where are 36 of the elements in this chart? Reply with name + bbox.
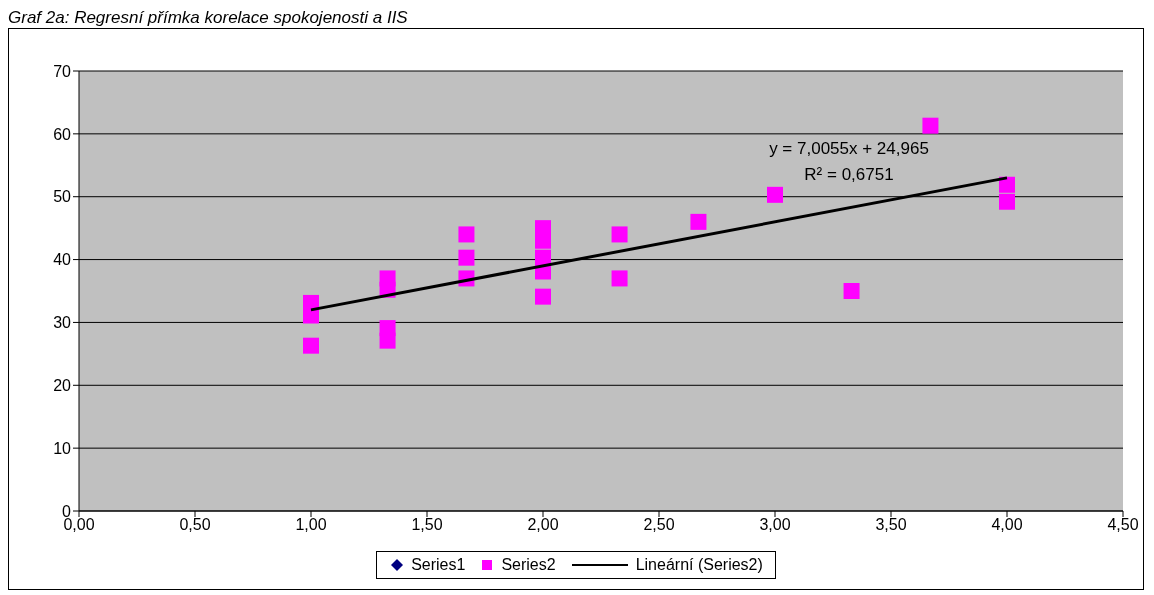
y-tick-label: 20 bbox=[53, 376, 72, 394]
x-tick-label: 0,50 bbox=[179, 516, 211, 534]
legend-label: Lineární (Series2) bbox=[635, 556, 763, 574]
x-tick-label: 4,00 bbox=[991, 516, 1023, 534]
y-tick-label: 50 bbox=[53, 188, 72, 206]
annotation: R² = 0,6751 bbox=[803, 165, 895, 185]
annotation: y = 7,0055x + 24,965 bbox=[768, 139, 930, 159]
legend-label: Series2 bbox=[501, 556, 556, 574]
point bbox=[690, 213, 707, 230]
x-tick-label: 3,00 bbox=[759, 516, 791, 534]
point bbox=[611, 226, 628, 243]
y-tick-label: 30 bbox=[53, 314, 72, 332]
x-tick-label: 1,50 bbox=[411, 516, 443, 534]
y-tick-label: 60 bbox=[53, 125, 72, 143]
y-tick-label: 10 bbox=[53, 439, 72, 457]
x-tick-label: 2,00 bbox=[527, 516, 559, 534]
point bbox=[303, 337, 319, 354]
chart-title: Graf 2a: Regresní přímka korelace spokojenosti a IIS bbox=[8, 8, 409, 28]
y-tick-label: 70 bbox=[53, 62, 72, 80]
x-tick-label: 4,50 bbox=[1107, 516, 1139, 534]
x-tick-label: 2,50 bbox=[643, 516, 675, 534]
x-tick-label: 0,00 bbox=[63, 516, 95, 534]
point bbox=[843, 283, 860, 299]
point bbox=[999, 176, 1015, 193]
point bbox=[458, 249, 475, 266]
point bbox=[535, 288, 551, 305]
x-tick-label: 1,00 bbox=[295, 516, 327, 534]
point bbox=[999, 193, 1015, 210]
point bbox=[611, 270, 628, 287]
point bbox=[922, 117, 939, 134]
legend-label: Series1 bbox=[411, 556, 466, 574]
point bbox=[458, 226, 475, 243]
x-tick-label: 3,50 bbox=[875, 516, 907, 534]
point bbox=[767, 186, 783, 203]
point bbox=[379, 332, 396, 349]
y-tick-label: 40 bbox=[53, 251, 72, 269]
